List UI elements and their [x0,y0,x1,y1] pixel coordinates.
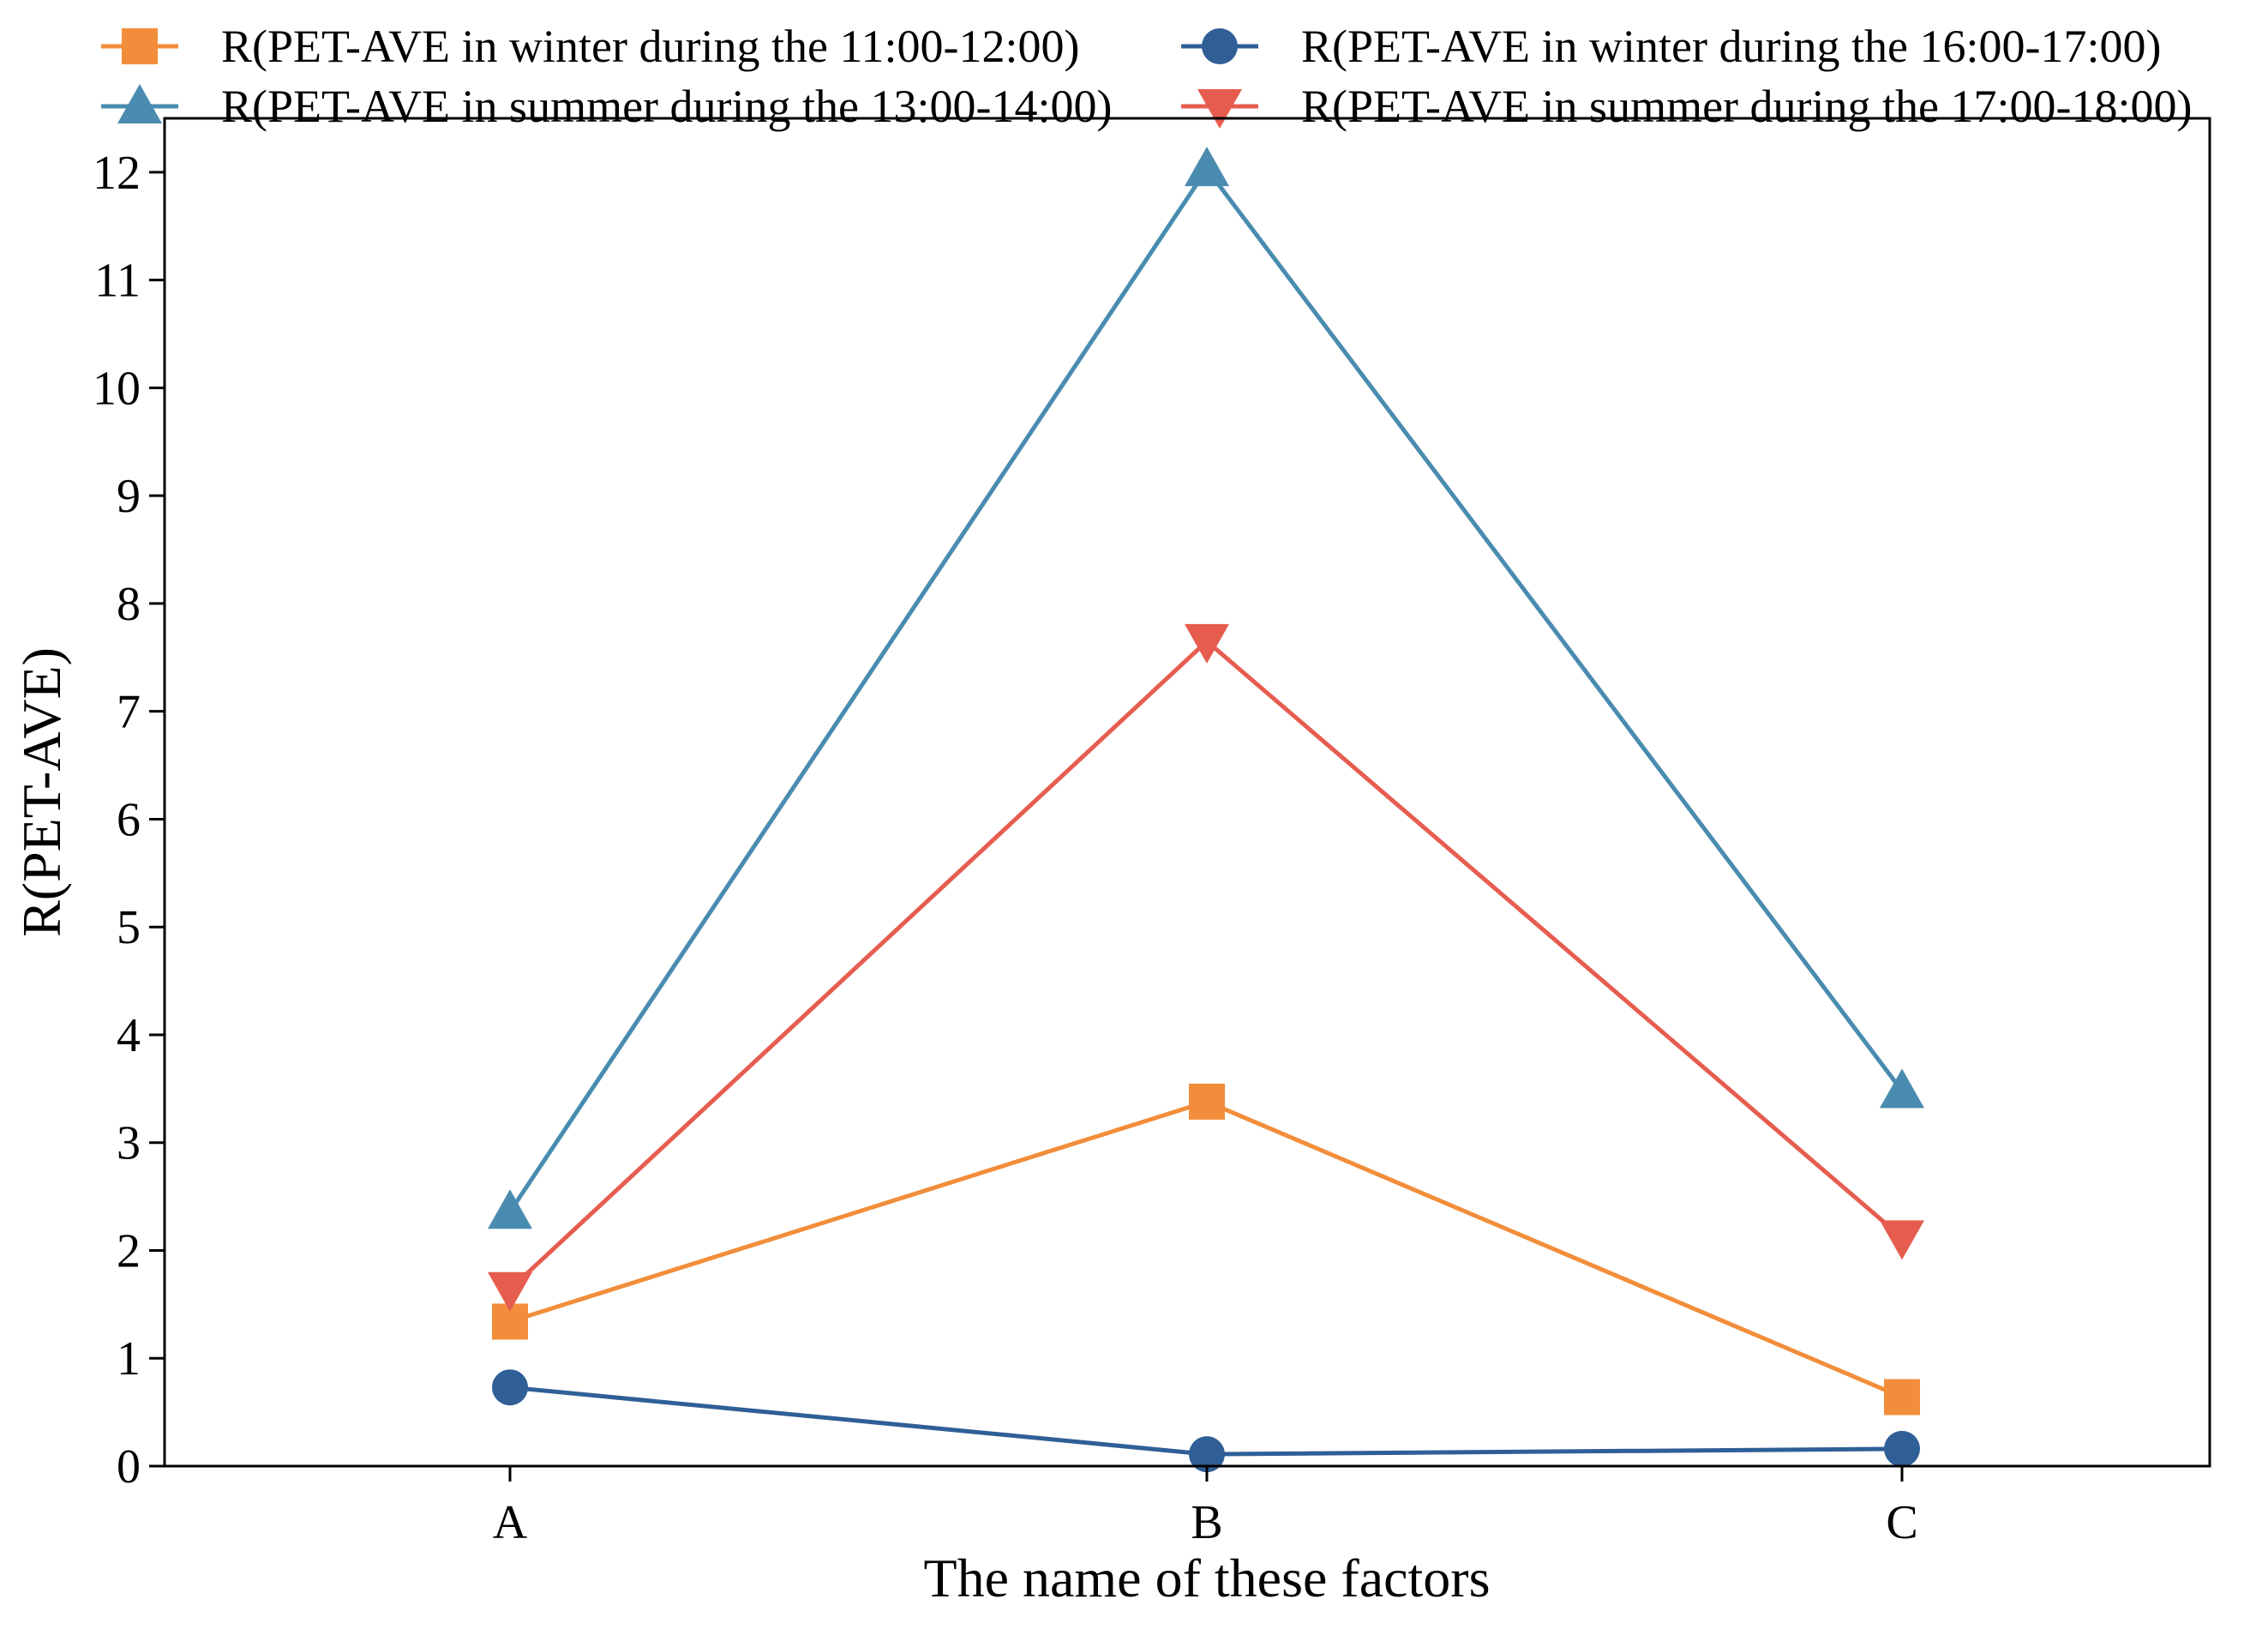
legend-entry-3: R(PET-AVE in summer during the 13:00-14:… [101,81,1112,132]
data-point-C [1884,1430,1920,1467]
x-tick-label: B [1191,1496,1222,1549]
y-tick-label: 6 [117,793,141,846]
data-point-B [1185,623,1229,664]
y-tick-label: 8 [117,578,141,631]
data-point-A [488,1189,532,1229]
legend-marker [117,84,162,123]
y-tick-label: 5 [117,901,141,954]
y-tick-label: 2 [117,1224,141,1277]
data-point-C [1880,1068,1924,1109]
data-point-B [1189,1436,1225,1473]
y-tick-label: 0 [117,1440,141,1494]
series-layer [488,147,1924,1473]
series-line [509,1099,1903,1399]
series-1 [492,1083,1920,1416]
data-point-B [1189,1083,1225,1120]
data-point-A [492,1369,528,1406]
series-4 [488,623,1924,1312]
legend-entry-2: R(PET-AVE in winter during the 16:00-17:… [1181,21,2161,72]
x-axis-title: The name of these factors [923,1548,1490,1608]
series-line [507,165,1904,1213]
y-tick-label: 11 [94,255,141,308]
y-tick-label: 10 [93,362,141,415]
data-point-C [1880,1220,1924,1260]
y-tick-label: 12 [93,147,141,200]
legend-label: R(PET-AVE in winter during the 16:00-17:… [1301,21,2161,72]
y-tick-label: 9 [117,470,141,523]
data-point-C [1884,1379,1920,1416]
legend-label: R(PET-AVE in summer during the 13:00-14:… [221,81,1112,132]
series-3 [488,147,1924,1229]
legend-label: R(PET-AVE in winter during the 11:00-12:… [221,21,1079,72]
data-point-A [488,1271,532,1312]
plot-area-frame [163,117,2211,1468]
data-point-B [1185,147,1229,187]
legend-marker [1197,89,1242,129]
legend-entry-4: R(PET-AVE in summer during the 17:00-18:… [1181,81,2192,132]
legend-marker [122,28,158,64]
x-axis: A B C [493,1466,1918,1549]
x-tick-label: C [1886,1496,1917,1549]
legend-marker [1202,28,1238,64]
legend: R(PET-AVE in winter during the 11:00-12:… [101,21,2192,132]
y-tick-label: 7 [117,686,141,739]
y-axis-title: R(PET-AVE) [11,647,72,937]
series-line [508,638,1904,1291]
series-2 [492,1369,1920,1473]
y-tick-label: 1 [117,1332,141,1386]
y-tick-label: 3 [117,1117,141,1170]
legend-entry-1: R(PET-AVE in winter during the 11:00-12:… [101,21,1079,72]
y-tick-label: 4 [117,1009,141,1062]
x-tick-label: A [493,1496,528,1549]
legend-label: R(PET-AVE in summer during the 17:00-18:… [1301,81,2192,132]
